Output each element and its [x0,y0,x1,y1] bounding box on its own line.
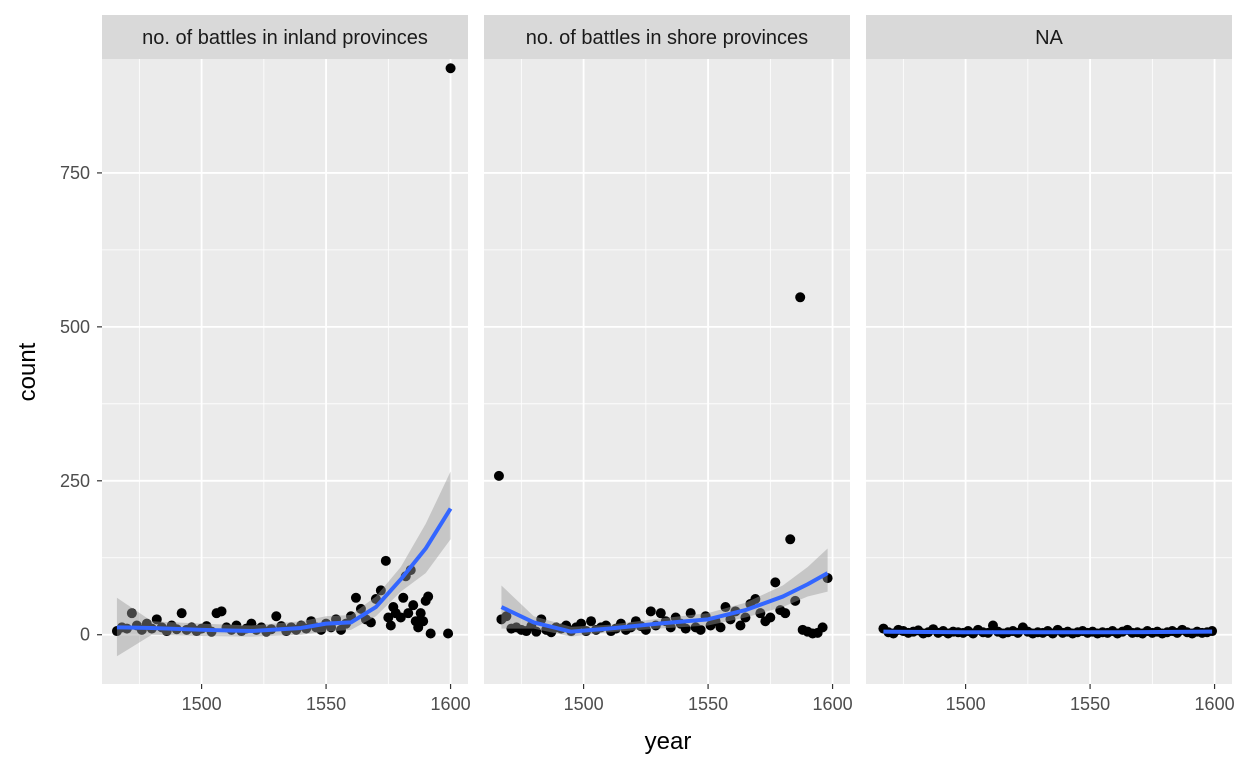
data-point [493,470,504,481]
data-point [735,620,746,631]
facet-panel: no. of battles in shore provinces 1500 155… [484,15,853,714]
data-point [425,628,436,639]
data-point [586,616,597,627]
x-tick-label: 1600 [431,694,471,714]
data-point [785,534,796,545]
facet-strip-label: NA [1035,27,1063,49]
data-point [398,592,409,603]
facet-strip [102,15,468,59]
data-point [685,608,696,619]
data-point [355,603,366,614]
y-tick-label: 750 [60,163,90,183]
panel-background [484,59,850,684]
facet-panel: no. of battles in inland provinces 1500 15… [102,15,471,714]
data-point [780,608,791,619]
data-point [740,612,751,623]
smooth-trend-line [500,571,829,634]
data-point [151,614,162,625]
facet-panel: NA 1500 1550 1600 [866,15,1235,714]
data-point [655,608,666,619]
data-point [408,600,419,611]
data-point [755,608,766,619]
smooth-trend-line [883,629,1213,635]
data-point [443,628,454,639]
data-point [403,608,414,619]
x-tick-label: 1550 [688,694,728,714]
x-tick-label: 1500 [564,694,604,714]
data-point [176,608,187,619]
y-axis: 0 250 500 750 [60,163,102,645]
data-point [418,616,429,627]
data-point [795,292,806,303]
data-point [350,592,361,603]
facet-strip [484,15,850,59]
data-point [750,594,761,605]
data-point [423,591,434,602]
data-point [501,611,512,622]
data-point [715,622,726,633]
x-axis-title: year [645,728,692,755]
panel-data [878,620,1218,639]
y-tick-label: 500 [60,317,90,337]
data-point [126,608,137,619]
data-point [576,618,587,629]
x-tick-label: 1600 [1195,694,1235,714]
data-point [725,614,736,625]
data-point [531,626,542,637]
data-point [695,624,706,635]
data-point [380,555,391,566]
x-tick-label: 1600 [813,694,853,714]
facet-strip-label: no. of battles in inland provinces [142,27,428,49]
panel-data [111,63,456,657]
data-point [720,602,731,613]
data-point [216,606,227,617]
data-point [395,612,406,623]
x-tick-label: 1500 [946,694,986,714]
data-point [665,622,676,633]
y-tick-label: 250 [60,471,90,491]
smooth-trend-line [116,507,453,634]
data-point [383,612,394,623]
x-tick-label: 1500 [182,694,222,714]
x-tick-label: 1550 [306,694,346,714]
x-tick-label: 1550 [1070,694,1110,714]
panel-background [866,59,1232,684]
data-point [817,622,828,633]
data-point [445,63,456,74]
data-point [680,623,691,634]
y-tick-label: 0 [80,625,90,645]
data-point [790,595,801,606]
data-point [365,617,376,628]
data-point [271,611,282,622]
data-point [640,624,651,635]
data-point [645,606,656,617]
data-point [415,608,426,619]
facet-strip [866,15,1232,59]
data-point [770,577,781,588]
facet-panels: no. of battles in inland provinces 1500 15… [102,15,1235,714]
data-point [375,585,386,596]
facet-strip-label: no. of battles in shore provinces [526,27,808,49]
panel-background [102,59,468,684]
data-point [765,612,776,623]
panel-data [493,292,833,639]
data-point [385,620,396,631]
confidence-ribbon [501,548,828,637]
y-axis-title: count [14,342,41,401]
